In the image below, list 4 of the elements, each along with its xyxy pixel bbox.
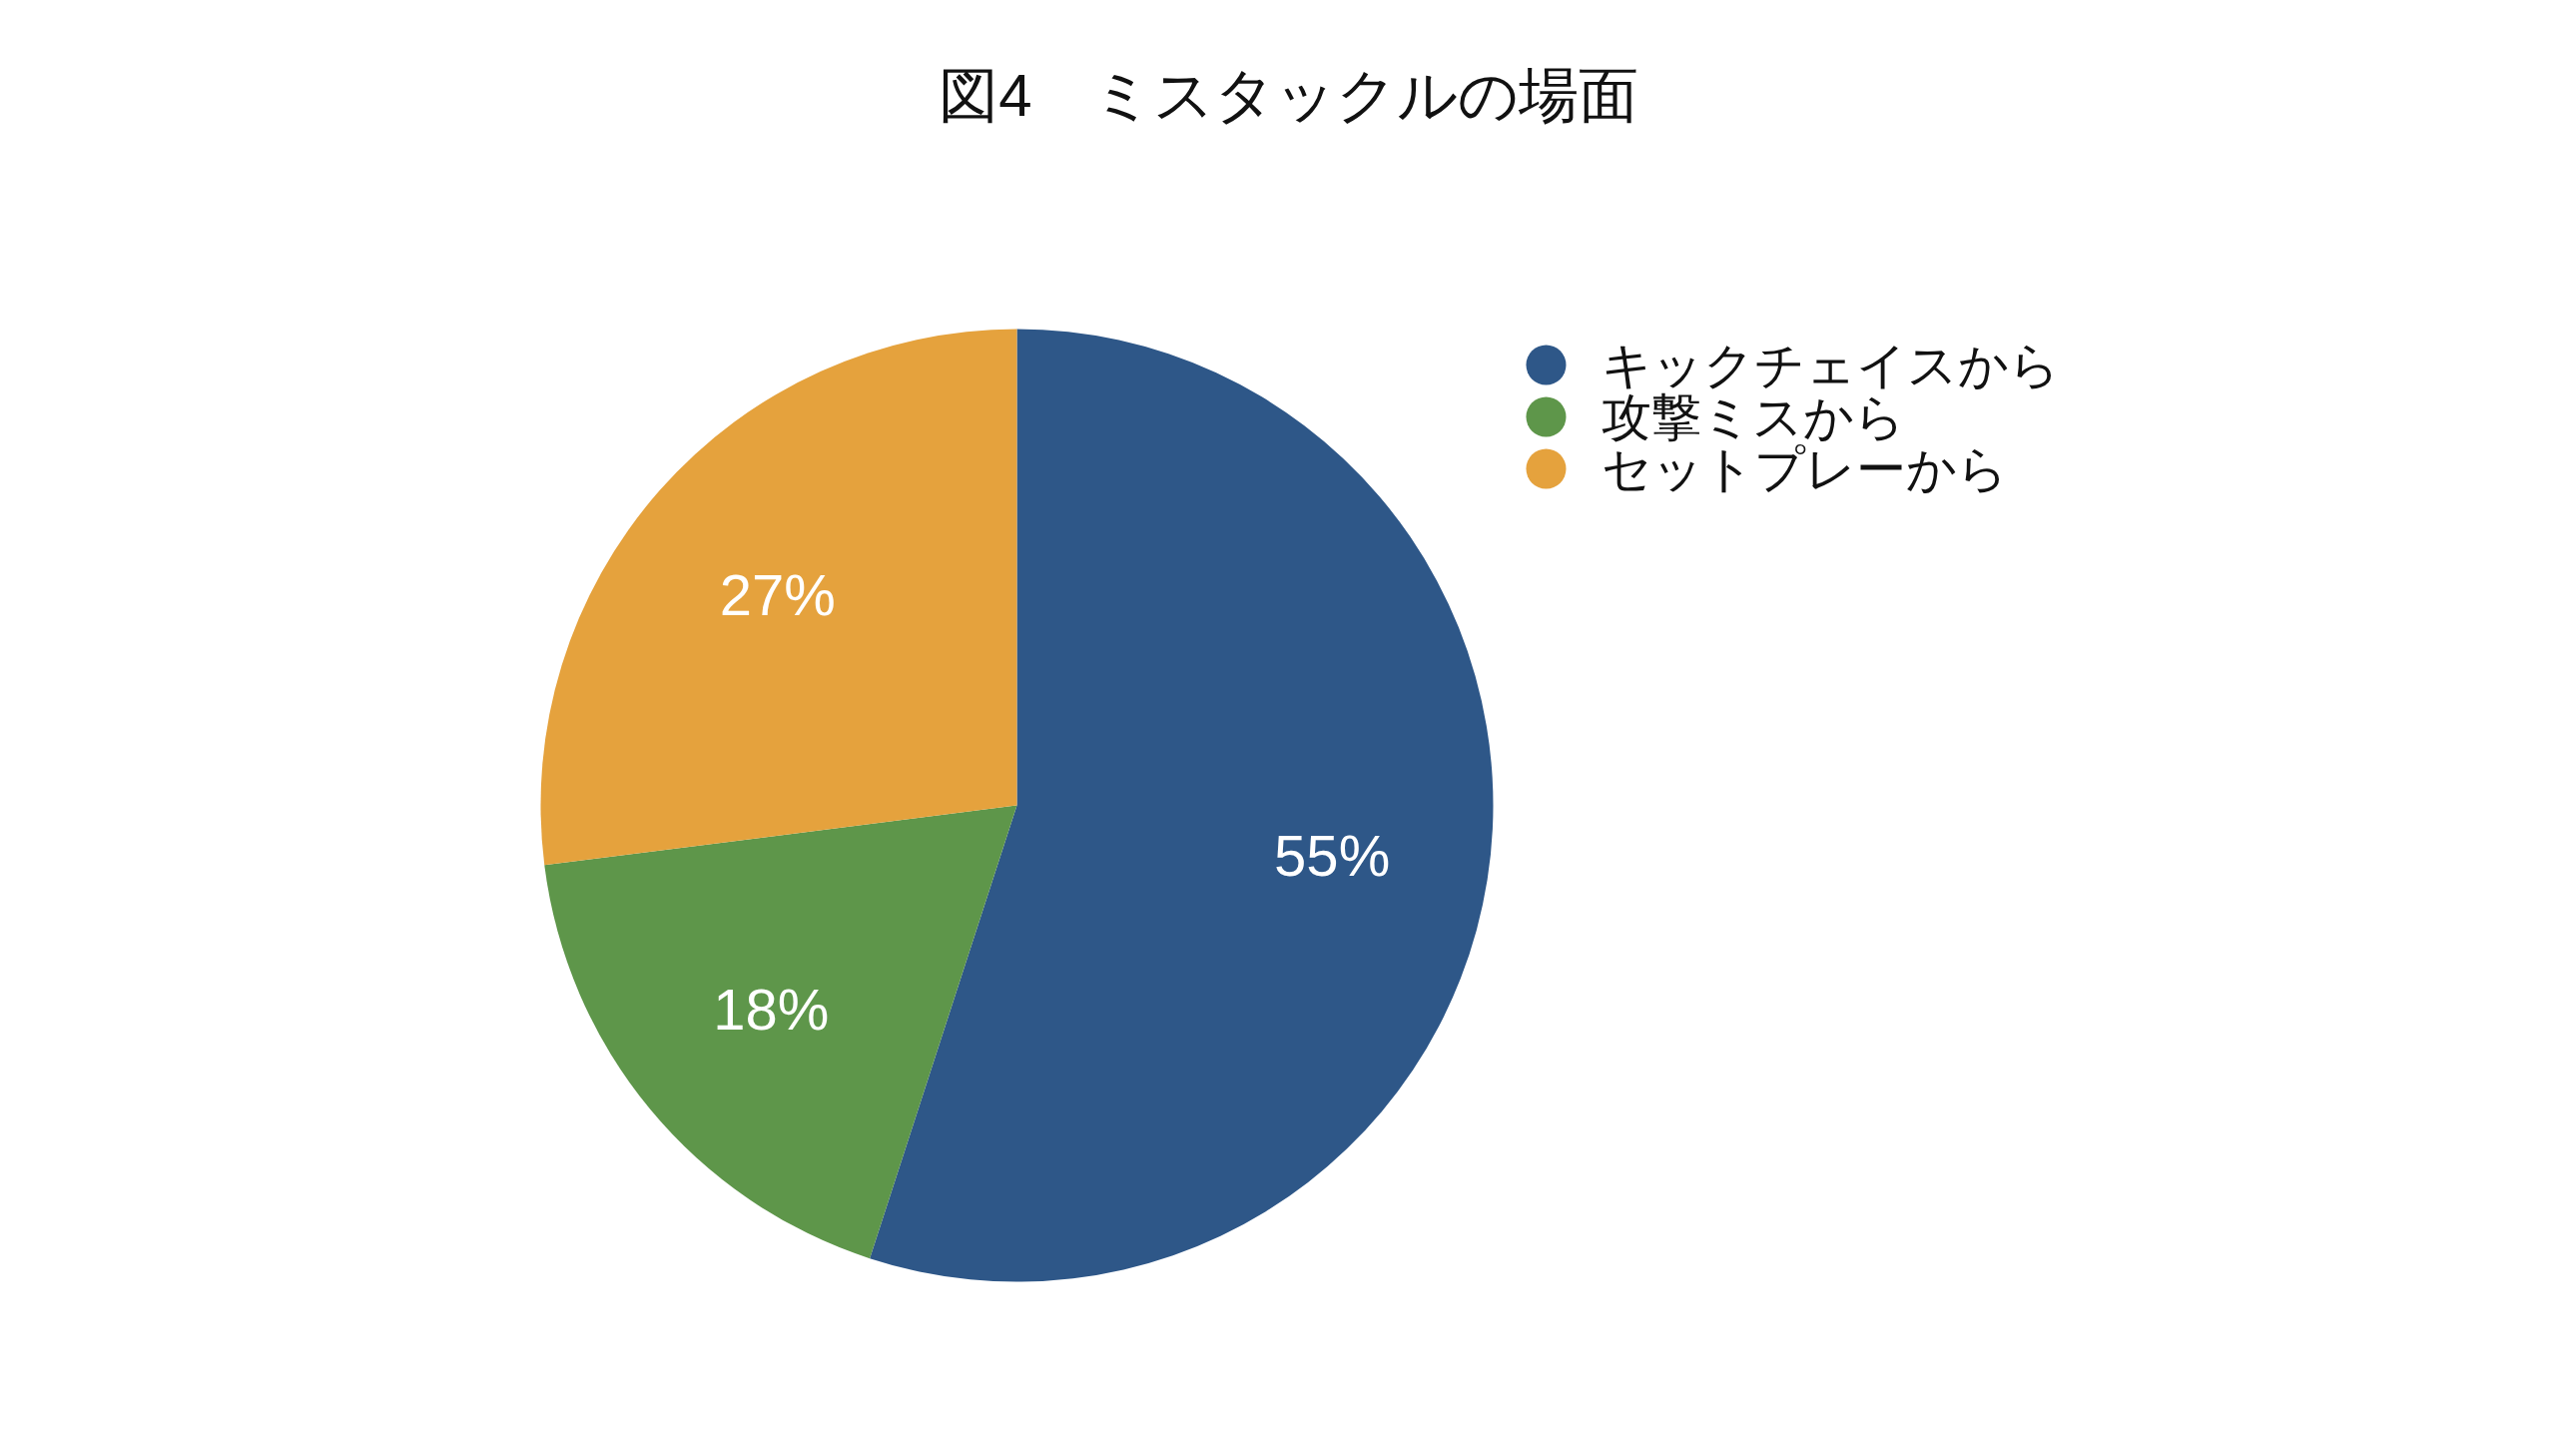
data-label: 27%	[719, 561, 836, 627]
data-label: 55%	[1274, 822, 1391, 888]
data-label: 18%	[713, 976, 830, 1042]
chart-title: 図4 ミスタックルの場面	[939, 62, 1638, 129]
